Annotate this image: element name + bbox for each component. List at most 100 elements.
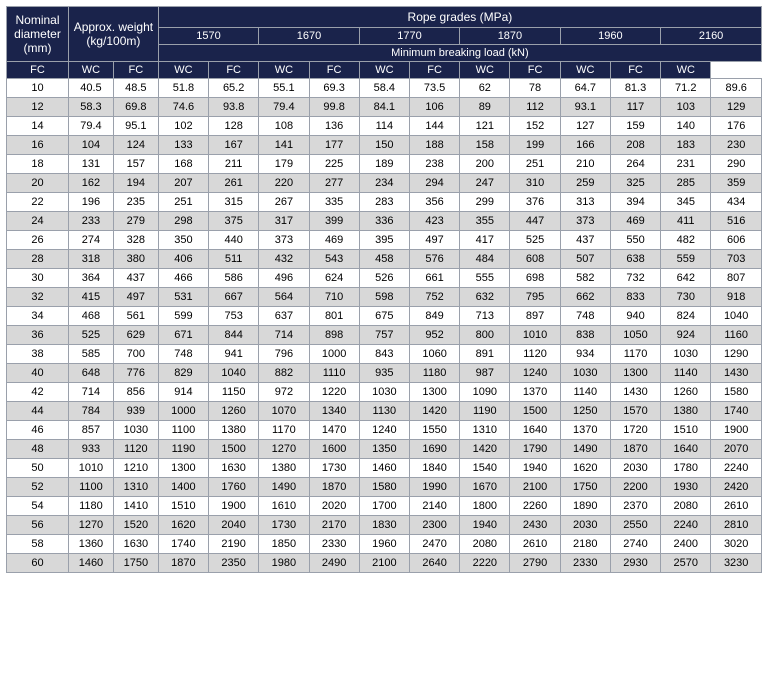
cell-value: 637 — [259, 307, 309, 326]
cell-diameter: 56 — [7, 516, 69, 535]
cell-value: 1150 — [209, 383, 259, 402]
cell-value: 356 — [409, 193, 459, 212]
cell-value: 1040 — [209, 364, 259, 383]
cell-value: 3230 — [711, 554, 762, 573]
cell-weight: 318 — [69, 250, 114, 269]
cell-value: 336 — [359, 212, 409, 231]
cell-value: 1420 — [460, 440, 510, 459]
cell-value: 934 — [560, 345, 610, 364]
cell-weight: 69.8 — [113, 98, 158, 117]
cell-weight: 784 — [69, 402, 114, 421]
grade-3: 1870 — [460, 28, 560, 45]
cell-value: 667 — [209, 288, 259, 307]
cell-value: 2170 — [309, 516, 359, 535]
cell-value: 1180 — [409, 364, 459, 383]
g0-wc: WC — [158, 62, 208, 79]
cell-weight: 1310 — [113, 478, 158, 497]
cell-value: 800 — [460, 326, 510, 345]
cell-value: 93.8 — [209, 98, 259, 117]
cell-value: 207 — [158, 174, 208, 193]
cell-value: 129 — [711, 98, 762, 117]
cell-value: 1500 — [209, 440, 259, 459]
cell-value: 972 — [259, 383, 309, 402]
cell-value: 559 — [661, 250, 711, 269]
cell-value: 952 — [409, 326, 459, 345]
cell-value: 177 — [309, 136, 359, 155]
table-row: 1610412413316714117715018815819916620818… — [7, 136, 762, 155]
cell-value: 264 — [610, 155, 660, 174]
cell-value: 359 — [711, 174, 762, 193]
cell-value: 1160 — [711, 326, 762, 345]
cell-value: 1090 — [460, 383, 510, 402]
cell-value: 434 — [711, 193, 762, 212]
cell-diameter: 48 — [7, 440, 69, 459]
cell-value: 99.8 — [309, 98, 359, 117]
cell-weight: 1180 — [69, 497, 114, 516]
cell-value: 167 — [209, 136, 259, 155]
cell-weight: 380 — [113, 250, 158, 269]
cell-value: 133 — [158, 136, 208, 155]
cell-value: 1420 — [409, 402, 459, 421]
cell-value: 299 — [460, 193, 510, 212]
cell-value: 1370 — [510, 383, 560, 402]
cell-value: 183 — [661, 136, 711, 155]
cell-diameter: 30 — [7, 269, 69, 288]
cell-value: 1760 — [209, 478, 259, 497]
cell-value: 102 — [158, 117, 208, 136]
cell-value: 2080 — [460, 535, 510, 554]
cell-diameter: 12 — [7, 98, 69, 117]
cell-value: 345 — [661, 193, 711, 212]
cell-value: 168 — [158, 155, 208, 174]
cell-weight: 58.3 — [69, 98, 114, 117]
cell-value: 51.8 — [158, 79, 208, 98]
cell-value: 918 — [711, 288, 762, 307]
cell-weight: 1630 — [113, 535, 158, 554]
col-min-breaking-load: Minimum breaking load (kN) — [158, 45, 761, 62]
cell-value: 373 — [560, 212, 610, 231]
cell-value: 437 — [560, 231, 610, 250]
cell-value: 1190 — [460, 402, 510, 421]
cell-value: 987 — [460, 364, 510, 383]
cell-weight: 468 — [69, 307, 114, 326]
cell-diameter: 34 — [7, 307, 69, 326]
cell-value: 1730 — [309, 459, 359, 478]
cell-value: 624 — [309, 269, 359, 288]
weight-fc: FC — [7, 62, 69, 79]
table-row: 4271485691411509721220103013001090137011… — [7, 383, 762, 402]
cell-value: 638 — [610, 250, 660, 269]
cell-value: 2610 — [510, 535, 560, 554]
cell-value: 158 — [460, 136, 510, 155]
cell-value: 179 — [259, 155, 309, 174]
cell-value: 507 — [560, 250, 610, 269]
cell-value: 833 — [610, 288, 660, 307]
cell-value: 525 — [510, 231, 560, 250]
cell-diameter: 44 — [7, 402, 69, 421]
cell-value: 395 — [359, 231, 409, 250]
cell-value: 325 — [610, 174, 660, 193]
cell-value: 1840 — [409, 459, 459, 478]
cell-value: 1430 — [711, 364, 762, 383]
cell-value: 74.6 — [158, 98, 208, 117]
cell-value: 114 — [359, 117, 409, 136]
cell-value: 238 — [409, 155, 459, 174]
cell-weight: 279 — [113, 212, 158, 231]
cell-value: 69.3 — [309, 79, 359, 98]
cell-value: 406 — [158, 250, 208, 269]
cell-weight: 364 — [69, 269, 114, 288]
g0-fc: FC — [113, 62, 158, 79]
cell-value: 150 — [359, 136, 409, 155]
cell-value: 748 — [560, 307, 610, 326]
cell-value: 117 — [610, 98, 660, 117]
cell-value: 713 — [460, 307, 510, 326]
cell-value: 1140 — [661, 364, 711, 383]
cell-value: 1010 — [510, 326, 560, 345]
cell-diameter: 16 — [7, 136, 69, 155]
cell-value: 335 — [309, 193, 359, 212]
cell-value: 1290 — [711, 345, 762, 364]
cell-weight: 1270 — [69, 516, 114, 535]
cell-value: 891 — [460, 345, 510, 364]
cell-value: 355 — [460, 212, 510, 231]
cell-diameter: 14 — [7, 117, 69, 136]
cell-value: 1900 — [711, 421, 762, 440]
cell-value: 2400 — [661, 535, 711, 554]
